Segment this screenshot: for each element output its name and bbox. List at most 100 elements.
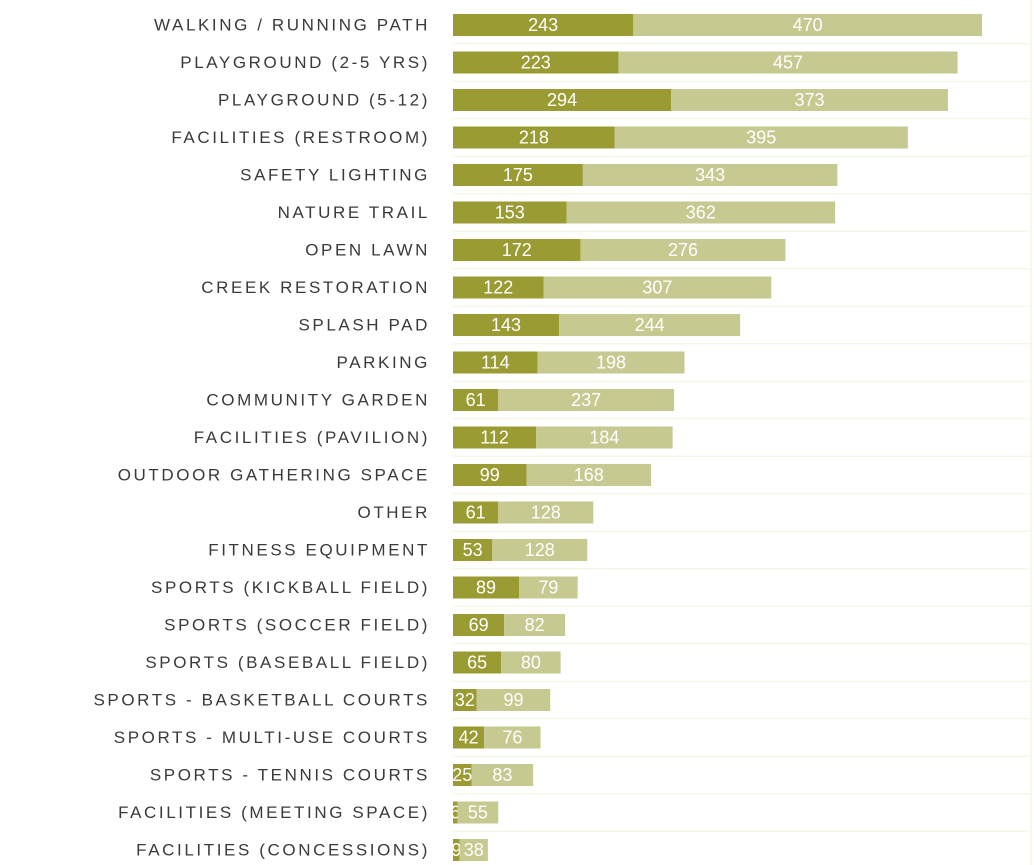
value-label: 80 [521,652,541,672]
category-label: COMMUNITY GARDEN [206,390,430,409]
value-label: 76 [502,727,522,747]
value-label: 172 [502,240,532,260]
bar-segment [526,464,652,486]
value-label: 6 [450,802,460,822]
category-label: OPEN LAWN [305,240,430,259]
bar-segment [453,164,583,186]
bar-segment [614,126,908,149]
value-label: 243 [528,15,558,35]
value-label: 25 [452,765,472,785]
bar-segment [453,501,499,524]
category-label: WALKING / RUNNING PATH [154,15,430,34]
category-label: FACILITIES (PAVILION) [194,428,430,447]
value-label: 38 [464,840,484,860]
value-label: 82 [525,615,545,635]
category-label: SPORTS - TENNIS COURTS [150,765,430,784]
category-label: OUTDOOR GATHERING SPACE [118,465,430,484]
bar-segment [618,51,958,74]
value-label: 69 [469,615,489,635]
category-label: FACILITIES (MEETING SPACE) [118,803,430,822]
value-label: 32 [455,690,475,710]
bar-segment [453,276,544,299]
value-label: 99 [503,690,523,710]
bar-segment [633,14,983,36]
value-label: 114 [481,352,510,372]
bar-segment [453,351,538,374]
value-label: 55 [468,802,488,822]
value-label: 244 [635,315,665,335]
bar-segment [453,651,502,674]
value-label: 276 [668,240,698,260]
category-label: SPORTS - MULTI-USE COURTS [114,728,430,747]
value-label: 112 [480,427,509,447]
bar-segment [453,576,520,599]
category-label: PLAYGROUND (5-12) [218,90,430,109]
value-label: 470 [793,15,823,35]
bar-segment [559,314,741,336]
bar-segment [453,14,634,36]
bar-segment [476,689,551,711]
value-label: 175 [503,165,533,185]
value-label: 61 [466,390,486,410]
bar-segment [453,239,581,261]
value-label: 307 [642,277,672,297]
bar-segment [453,614,505,636]
category-label: FACILITIES (CONCESSIONS) [136,840,430,859]
bar-segment [671,89,948,111]
bar-segment [453,314,560,336]
bar-segment [498,389,675,411]
value-label: 373 [795,90,825,110]
value-label: 153 [495,202,525,222]
bar-segment [453,801,458,824]
bar-segment [504,614,566,636]
bar-segment [471,764,534,786]
value-label: 99 [480,465,500,485]
bar-segment [580,239,786,261]
value-label: 128 [525,540,555,560]
category-label: SPLASH PAD [298,315,430,334]
bar-segment [453,89,672,111]
bar-segment [484,726,541,749]
bar-segment [501,651,561,674]
category-label: FITNESS EQUIPMENT [208,540,430,559]
bar-segment [537,351,685,374]
bar-segment [566,201,836,224]
bar-segment [543,276,772,299]
value-label: 198 [596,352,626,372]
value-label: 395 [746,127,776,147]
category-label: OTHER [358,503,431,522]
value-label: 143 [491,315,521,335]
bar-segment [492,539,588,561]
value-label: 83 [492,765,512,785]
category-label: NATURE TRAIL [278,203,430,222]
value-label: 61 [466,502,486,522]
value-label: 53 [463,540,483,560]
bar-segment [457,801,499,824]
value-label: 223 [521,52,551,72]
category-label: CREEK RESTORATION [201,278,430,297]
value-label: 237 [571,390,601,410]
bar-segment [453,426,537,449]
bar-segment [453,464,527,486]
value-label: 128 [531,502,561,522]
value-label: 218 [519,127,549,147]
bar-segment [582,164,838,186]
bar-segment [453,126,615,149]
bar-segment [453,764,472,786]
value-label: 65 [467,652,487,672]
bar-segment [453,51,619,74]
value-label: 362 [686,202,716,222]
category-label: SPORTS (BASEBALL FIELD) [145,653,430,672]
value-label: 79 [538,577,558,597]
value-label: 9 [451,840,461,860]
category-label: SPORTS (KICKBALL FIELD) [151,578,430,597]
category-label: SPORTS (SOCCER FIELD) [164,615,430,634]
value-label: 184 [589,427,619,447]
value-label: 343 [695,165,725,185]
category-label: PLAYGROUND (2-5 YRS) [180,53,430,72]
bar-segment [459,839,488,861]
value-label: 89 [476,577,496,597]
value-label: 168 [574,465,604,485]
bar-segment [453,726,485,749]
